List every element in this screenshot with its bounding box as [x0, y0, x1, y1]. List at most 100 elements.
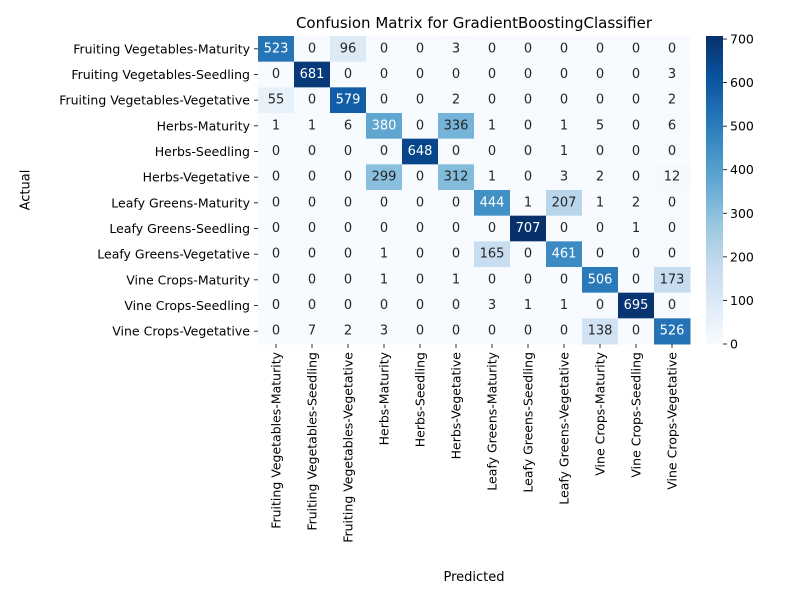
cell-value-label: 0 [452, 298, 460, 313]
cell-value-label: 0 [560, 272, 568, 287]
heatmap-cell [582, 164, 619, 191]
cell-value-label: 0 [632, 67, 640, 82]
cell-value-label: 380 [372, 118, 397, 133]
cell-value-label: 0 [596, 144, 604, 159]
heatmap-cell [618, 138, 655, 165]
x-tick-label: Fruiting Vegetables-Vegetative [341, 352, 356, 543]
cell-value-label: 6 [668, 118, 676, 133]
cell-value-label: 0 [488, 93, 496, 108]
heatmap-cell [582, 36, 619, 63]
heatmap-cell [330, 318, 367, 345]
cell-value-label: 0 [524, 118, 532, 133]
colorbar-tick-label: 300 [730, 206, 754, 221]
heatmap-cell [546, 87, 583, 114]
y-tick-label: Herbs-Seedling [155, 144, 250, 159]
cell-value-label: 0 [632, 170, 640, 185]
x-tick-label: Vine Crops-Seedling [629, 352, 644, 478]
x-axis-label: Predicted [443, 570, 504, 585]
cell-value-label: 0 [632, 272, 640, 287]
heatmap-cell [330, 292, 367, 319]
cell-value-label: 0 [596, 93, 604, 108]
heatmap-cell [510, 61, 547, 88]
heatmap-cell [366, 292, 403, 319]
cell-value-label: 1 [380, 272, 388, 287]
heatmap-cell [438, 318, 475, 345]
heatmap-cell [294, 241, 331, 268]
y-tick-label: Vine Crops-Seedling [124, 298, 250, 313]
heatmap-cell [258, 190, 295, 217]
heatmap-cell [438, 190, 475, 217]
cell-value-label: 0 [272, 170, 280, 185]
x-tick-label: Fruiting Vegetables-Seedling [305, 352, 320, 531]
cell-value-label: 0 [308, 144, 316, 159]
heatmap-cell [582, 292, 619, 319]
cell-value-label: 0 [344, 247, 352, 262]
cell-value-label: 1 [452, 272, 460, 287]
cell-value-label: 3 [380, 324, 388, 339]
heatmap-cell [654, 138, 691, 165]
cell-value-label: 1 [272, 118, 280, 133]
heatmap-cell [294, 61, 331, 88]
cell-value-label: 336 [444, 118, 469, 133]
cell-value-label: 0 [416, 221, 424, 236]
cell-value-label: 12 [664, 170, 681, 185]
heatmap-cell [618, 87, 655, 114]
cell-value-label: 0 [488, 41, 496, 56]
heatmap-cell [618, 190, 655, 217]
cell-value-label: 0 [524, 144, 532, 159]
cell-value-label: 0 [524, 324, 532, 339]
cell-value-label: 0 [272, 324, 280, 339]
heatmap-cell [618, 267, 655, 294]
cell-value-label: 0 [416, 298, 424, 313]
cell-value-label: 0 [416, 118, 424, 133]
heatmap-cell [510, 138, 547, 165]
cell-value-label: 0 [380, 41, 388, 56]
heatmap-cell [618, 292, 655, 319]
heatmap-cell [582, 190, 619, 217]
heatmap-cell [438, 164, 475, 191]
cell-value-label: 0 [308, 221, 316, 236]
heatmap-cell [474, 318, 511, 345]
heatmap-cell [294, 138, 331, 165]
heatmap-cell [330, 164, 367, 191]
cell-value-label: 0 [380, 195, 388, 210]
cell-value-label: 165 [480, 247, 505, 262]
cell-value-label: 0 [488, 324, 496, 339]
heatmap-cell [366, 87, 403, 114]
heatmap-cell [438, 292, 475, 319]
heatmap-cell [654, 215, 691, 242]
cell-value-label: 2 [344, 324, 352, 339]
cell-value-label: 0 [524, 67, 532, 82]
heatmap-cell [402, 241, 439, 268]
heatmap-cell [618, 164, 655, 191]
heatmap-cell [546, 36, 583, 63]
heatmap-cell [618, 61, 655, 88]
heatmap-cell [402, 61, 439, 88]
x-tick-label: Herbs-Vegetative [449, 352, 464, 460]
cell-value-label: 0 [416, 41, 424, 56]
cell-value-label: 0 [668, 221, 676, 236]
cell-value-label: 0 [308, 195, 316, 210]
x-axis-ticks: Fruiting Vegetables-Maturity Fruiting Veg… [269, 344, 680, 543]
cell-value-label: 461 [552, 247, 577, 262]
x-tick-label: Vine Crops-Vegetative [665, 352, 680, 490]
heatmap-cell [402, 292, 439, 319]
cell-value-label: 444 [480, 195, 505, 210]
cell-value-label: 0 [380, 144, 388, 159]
cell-value-label: 0 [488, 272, 496, 287]
y-tick-label: Herbs-Maturity [157, 118, 251, 133]
cell-value-label: 0 [488, 144, 496, 159]
cell-value-label: 1 [524, 195, 532, 210]
heatmap-cell [258, 36, 295, 63]
colorbar-tick-label: 500 [730, 119, 754, 134]
cell-value-label: 0 [344, 221, 352, 236]
cell-value-label: 2 [452, 93, 460, 108]
cell-value-label: 3 [560, 170, 568, 185]
cell-value-label: 0 [344, 298, 352, 313]
cell-value-label: 1 [632, 221, 640, 236]
heatmap-cell [366, 36, 403, 63]
heatmap-cell [510, 318, 547, 345]
heatmap-cell [510, 241, 547, 268]
cell-value-label: 0 [596, 247, 604, 262]
cell-value-label: 0 [344, 195, 352, 210]
